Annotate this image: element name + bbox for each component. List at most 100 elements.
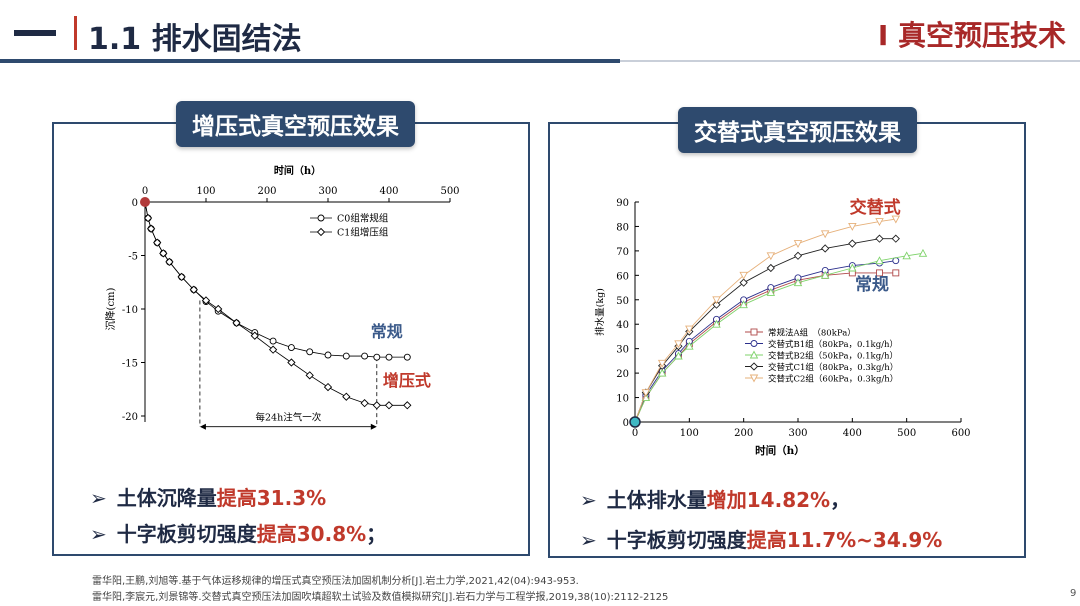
data-point <box>287 344 295 351</box>
data-point <box>372 401 381 410</box>
data-point <box>766 287 776 296</box>
data-point <box>820 270 830 279</box>
x-tick-label: 300 <box>788 428 807 439</box>
arrowhead-left-icon <box>199 423 206 430</box>
data-point <box>159 249 168 258</box>
x-tick-label: 100 <box>196 186 215 197</box>
data-point <box>918 248 928 257</box>
y-tick-label: -5 <box>128 252 138 263</box>
data-point <box>385 353 393 361</box>
right-bullet-1-suffix: ， <box>830 488 851 512</box>
data-point <box>892 269 900 277</box>
injection-interval-label: 每24h注气一次 <box>255 412 321 424</box>
y-tick-label: 0 <box>132 198 138 209</box>
y-axis-title: 排水量(kg) <box>594 288 606 336</box>
left-bullet-1-emphasis: 提高31.3% <box>216 486 327 510</box>
series-line-4 <box>634 218 896 423</box>
y-tick-label: 0 <box>623 418 629 429</box>
data-point <box>373 353 381 361</box>
data-point <box>323 382 333 392</box>
legend-marker <box>749 350 759 359</box>
data-point <box>177 272 186 282</box>
data-point <box>146 224 156 233</box>
right-bullet-1: ➢ 土体排水量增加14.82%， <box>580 484 850 513</box>
header-divider <box>74 16 77 50</box>
data-point <box>287 358 296 367</box>
header-dash <box>14 30 56 36</box>
data-point <box>143 213 153 223</box>
right-bullet-2: ➢ 十字板剪切强度提高11.7%~34.9% <box>580 524 942 553</box>
data-point <box>848 239 857 248</box>
right-bullet-1-prefix: 土体排水量 <box>606 488 707 512</box>
x-tick-label: 200 <box>257 186 276 197</box>
data-point <box>712 319 721 328</box>
origin-dot <box>629 416 641 428</box>
left-bullet-2-prefix: 十字板剪切强度 <box>116 522 257 546</box>
data-point <box>712 300 721 309</box>
x-tick-label: 400 <box>843 428 862 439</box>
drainage-chart: 0 100 200 300 400 500 600 0 10 20 30 40 50 60 70 80 90 时间… <box>594 197 971 457</box>
data-point <box>712 296 721 305</box>
left-bullet-1-prefix: 土体沉降量 <box>116 486 217 510</box>
y-tick-label: 90 <box>616 198 629 209</box>
left-panel-title: 增压式真空预压效果 <box>176 101 415 147</box>
left-bullet-2-suffix: ； <box>366 522 387 546</box>
data-point <box>891 234 900 243</box>
x-tick-label: 0 <box>632 428 638 439</box>
legend-label: C1组增压组 <box>337 227 389 239</box>
x-tick-label: 300 <box>318 186 337 197</box>
legend-marker <box>316 227 326 237</box>
y-tick-label: 50 <box>616 296 629 307</box>
series-line-2 <box>634 252 924 423</box>
x-tick-label: 0 <box>142 186 148 197</box>
left-bullet-2-emphasis: 提高30.8% <box>256 522 367 546</box>
x-axis-title: 时间（h） <box>755 444 805 457</box>
x-tick-label: 200 <box>734 428 753 439</box>
left-bullet-2: ➢ 十字板剪切强度提高30.8%； <box>90 518 386 547</box>
data-point <box>848 263 857 272</box>
y-tick-label: 80 <box>616 222 629 233</box>
y-tick-label: 20 <box>616 369 629 380</box>
data-point <box>820 230 830 239</box>
data-point <box>793 278 803 287</box>
left-bullet-1: ➢ 土体沉降量提高31.3% <box>90 482 326 511</box>
legend-label: 常规法A组 （80kPa） <box>768 328 856 339</box>
y-tick-label: -20 <box>122 412 138 423</box>
data-point <box>891 215 901 224</box>
data-point <box>342 392 351 401</box>
legend-label: 交替式B2组（50kPa，0.1kg/h） <box>768 351 898 362</box>
reference-2: 雷华阳,李宸元,刘景锦等.交替式真空预压法加固吹填超软土试验及数值模拟研究[J]… <box>92 592 669 603</box>
x-tick-label: 400 <box>379 186 398 197</box>
data-point <box>739 278 748 287</box>
data-point <box>821 244 830 253</box>
x-axis-title: 时间（h） <box>274 164 321 177</box>
data-point <box>641 389 651 398</box>
legend-marker <box>750 328 758 336</box>
legend-label: C0组常规组 <box>337 213 389 225</box>
y-tick-label: 40 <box>616 320 629 331</box>
right-panel-title: 交替式真空预压效果 <box>678 107 917 153</box>
y-axis-title: 沉降(cm) <box>104 287 117 330</box>
legend-marker <box>750 340 758 347</box>
y-tick-label: -15 <box>122 359 138 370</box>
bullet-arrow-icon: ➢ <box>90 486 107 510</box>
reference-1: 雷华阳,王鹏,刘旭等.基于气体运移规律的增压式真空预压法加固机制分析[J].岩土… <box>92 576 579 587</box>
x-tick-label: 500 <box>897 428 916 439</box>
data-point <box>268 345 278 354</box>
right-bullet-1-emphasis: 增加14.82% <box>706 488 831 512</box>
legend-label: 交替式B1组（80kPa，0.1kg/h） <box>768 339 898 350</box>
annotation-normal: 常规 <box>855 274 889 295</box>
series-line-3 <box>634 238 896 423</box>
y-tick-label: 70 <box>616 247 629 258</box>
annotation-normal: 常规 <box>371 322 403 341</box>
legend-marker <box>749 374 759 383</box>
data-point <box>766 252 776 261</box>
y-tick-label: 30 <box>616 345 629 356</box>
data-point <box>305 371 314 380</box>
page-number: 9 <box>1070 588 1077 599</box>
data-point <box>214 304 223 314</box>
x-tick-label: 500 <box>440 186 459 197</box>
bullet-arrow-icon: ➢ <box>90 522 107 546</box>
data-point <box>201 296 211 305</box>
data-point <box>793 251 803 260</box>
